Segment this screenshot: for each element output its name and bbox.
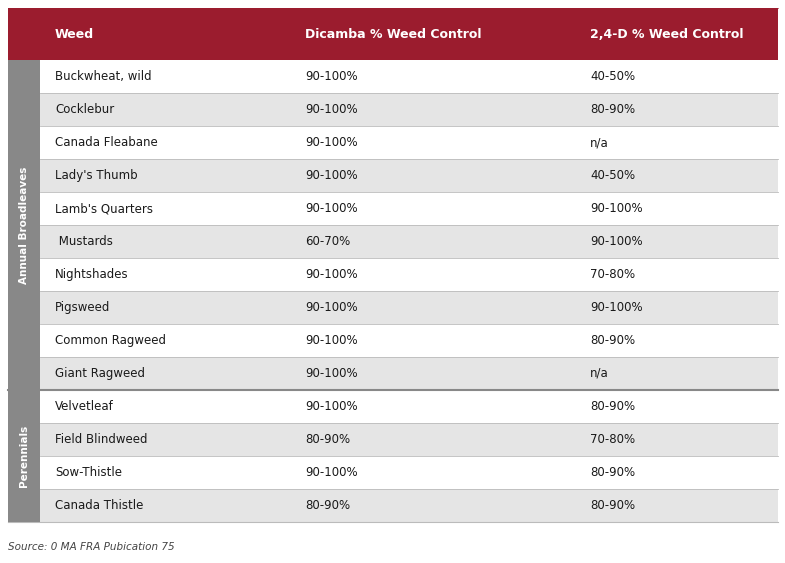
Text: 80-90%: 80-90% xyxy=(590,334,635,347)
Text: Field Blindweed: Field Blindweed xyxy=(55,433,148,446)
Text: Velvetleaf: Velvetleaf xyxy=(55,400,114,413)
Text: Perennials: Perennials xyxy=(19,425,29,487)
Text: Canada Thistle: Canada Thistle xyxy=(55,499,144,512)
Text: 90-100%: 90-100% xyxy=(305,400,358,413)
Text: 70-80%: 70-80% xyxy=(590,433,635,446)
Bar xyxy=(40,423,778,456)
Text: Annual Broadleaves: Annual Broadleaves xyxy=(19,166,29,284)
Text: 90-100%: 90-100% xyxy=(305,70,358,83)
Bar xyxy=(40,357,778,390)
Text: 90-100%: 90-100% xyxy=(590,235,643,248)
Bar xyxy=(40,489,778,522)
Text: 90-100%: 90-100% xyxy=(305,367,358,380)
Text: Canada Fleabane: Canada Fleabane xyxy=(55,136,158,149)
Text: 90-100%: 90-100% xyxy=(305,202,358,215)
Bar xyxy=(40,126,778,159)
Text: 70-80%: 70-80% xyxy=(590,268,635,281)
Text: Buckwheat, wild: Buckwheat, wild xyxy=(55,70,152,83)
Text: 90-100%: 90-100% xyxy=(305,103,358,116)
Bar xyxy=(40,390,778,423)
Text: n/a: n/a xyxy=(590,367,608,380)
Text: Sow-Thistle: Sow-Thistle xyxy=(55,466,122,479)
Text: 60-70%: 60-70% xyxy=(305,235,350,248)
Bar xyxy=(40,93,778,126)
Text: 40-50%: 40-50% xyxy=(590,169,635,182)
Text: 80-90%: 80-90% xyxy=(590,103,635,116)
Bar xyxy=(40,258,778,291)
Text: n/a: n/a xyxy=(590,136,608,149)
Text: 90-100%: 90-100% xyxy=(590,202,643,215)
Bar xyxy=(40,324,778,357)
Text: Weed: Weed xyxy=(55,28,94,41)
Text: 80-90%: 80-90% xyxy=(305,499,350,512)
Text: 2,4-D % Weed Control: 2,4-D % Weed Control xyxy=(590,28,743,41)
Bar xyxy=(40,159,778,192)
Text: 90-100%: 90-100% xyxy=(305,301,358,314)
Text: Giant Ragweed: Giant Ragweed xyxy=(55,367,145,380)
Text: Cocklebur: Cocklebur xyxy=(55,103,115,116)
Text: 80-90%: 80-90% xyxy=(590,400,635,413)
Text: 90-100%: 90-100% xyxy=(305,268,358,281)
Text: 90-100%: 90-100% xyxy=(305,334,358,347)
Text: Dicamba % Weed Control: Dicamba % Weed Control xyxy=(305,28,481,41)
Bar xyxy=(40,291,778,324)
Text: Nightshades: Nightshades xyxy=(55,268,129,281)
Text: 90-100%: 90-100% xyxy=(305,169,358,182)
Bar xyxy=(8,60,40,390)
Text: Lady's Thumb: Lady's Thumb xyxy=(55,169,137,182)
Bar xyxy=(40,192,778,225)
Text: Common Ragweed: Common Ragweed xyxy=(55,334,166,347)
Text: Lamb's Quarters: Lamb's Quarters xyxy=(55,202,153,215)
Text: Source: 0 MA FRA Pubication 75: Source: 0 MA FRA Pubication 75 xyxy=(8,542,174,552)
Text: Mustards: Mustards xyxy=(55,235,113,248)
Text: 90-100%: 90-100% xyxy=(305,466,358,479)
Text: 90-100%: 90-100% xyxy=(305,136,358,149)
Text: 80-90%: 80-90% xyxy=(590,466,635,479)
Bar xyxy=(40,60,778,93)
Bar xyxy=(40,225,778,258)
Text: 80-90%: 80-90% xyxy=(305,433,350,446)
Bar xyxy=(40,456,778,489)
Text: 40-50%: 40-50% xyxy=(590,70,635,83)
Bar xyxy=(8,390,40,522)
Bar xyxy=(8,8,778,60)
Text: 90-100%: 90-100% xyxy=(590,301,643,314)
Text: Pigsweed: Pigsweed xyxy=(55,301,111,314)
Text: 80-90%: 80-90% xyxy=(590,499,635,512)
